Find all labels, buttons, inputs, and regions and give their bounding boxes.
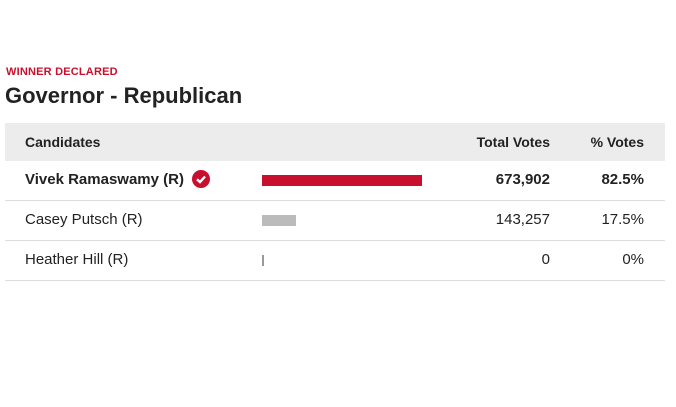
- total-votes: 143,257: [495, 211, 550, 228]
- vote-percent: 17.5%: [601, 211, 644, 228]
- vote-percent: 0%: [622, 251, 644, 268]
- candidate-cell: Casey Putsch (R): [25, 201, 143, 239]
- vote-bar: [262, 215, 296, 226]
- vote-bar: [262, 175, 422, 186]
- column-header: Total Votes: [476, 134, 550, 150]
- race-title: Governor - Republican: [5, 83, 243, 108]
- candidate-row: Casey Putsch (R) 143,257 17.5%: [5, 201, 665, 241]
- total-votes: 673,902: [495, 171, 550, 188]
- status-label: WINNER DECLARED: [6, 66, 118, 78]
- winner-check: [191, 169, 210, 188]
- column-header: % Votes: [590, 134, 644, 150]
- vote-percent: 82.5%: [601, 171, 644, 188]
- candidate-row: Heather Hill (R) 0 0%: [5, 241, 665, 281]
- candidate-cell: Vivek Ramaswamy (R): [25, 161, 210, 199]
- header-row: Candidates Total Votes % Votes: [5, 123, 665, 161]
- results-table: Candidates Total Votes % Votes Vivek Ram…: [5, 123, 665, 281]
- total-votes: 0: [541, 251, 550, 268]
- candidate-row: Vivek Ramaswamy (R) 673,902 82.5%: [5, 161, 665, 201]
- candidate-name: Casey Putsch (R): [25, 211, 143, 228]
- column-header: Candidates: [25, 134, 101, 150]
- vote-bar: [262, 255, 264, 266]
- candidate-cell: Heather Hill (R): [25, 241, 128, 279]
- candidate-name: Vivek Ramaswamy (R): [25, 171, 184, 188]
- candidate-name: Heather Hill (R): [25, 251, 129, 268]
